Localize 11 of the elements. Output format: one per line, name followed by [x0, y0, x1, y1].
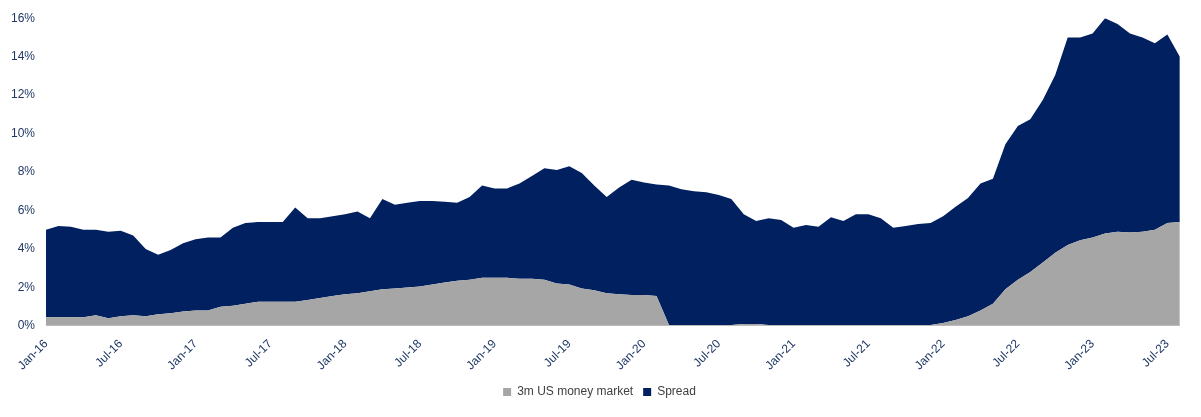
y-tick-label: 2% — [17, 279, 36, 294]
legend-label: Spread — [657, 384, 696, 399]
y-tick-label: 14% — [10, 48, 36, 63]
y-tick-label: 12% — [10, 87, 36, 102]
y-tick-label: 0% — [17, 318, 36, 333]
y-tick-label: 4% — [17, 241, 36, 256]
y-tick-label: 10% — [10, 125, 36, 140]
y-tick-label: 8% — [17, 164, 36, 179]
legend-label: 3m US money market — [517, 384, 634, 399]
y-tick-label: 16% — [10, 10, 36, 25]
y-tick-label: 6% — [17, 202, 36, 217]
